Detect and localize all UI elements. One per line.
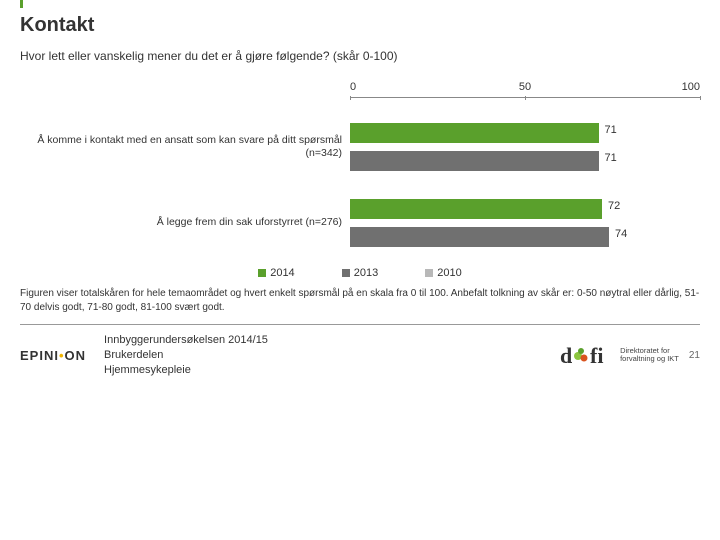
- bar-value: 74: [615, 228, 627, 240]
- bar: [350, 123, 599, 143]
- bar-row: Å komme i kontakt med en ansatt som kan …: [20, 119, 700, 147]
- bar-area: 74: [350, 226, 700, 248]
- legend-item: 2013: [342, 267, 378, 279]
- bar-value: 71: [605, 152, 617, 164]
- svg-text:fi: fi: [590, 343, 603, 368]
- axis-tick: 0: [350, 81, 356, 93]
- chart-groups: Å komme i kontakt med en ansatt som kan …: [20, 119, 700, 251]
- page-title: Kontakt: [20, 14, 700, 37]
- legend-item: 2010: [425, 267, 461, 279]
- chart: 0 50 100: [20, 81, 700, 99]
- chart-group: Å legge frem din sak uforstyrret (n=276)…: [20, 195, 700, 251]
- legend-swatch: [258, 269, 266, 277]
- bar-area: 71: [350, 150, 700, 172]
- bar-area: 71: [350, 122, 700, 144]
- accent-bar: [20, 0, 23, 8]
- bar-area: 72: [350, 198, 700, 220]
- axis-tick: 100: [682, 81, 700, 93]
- survey-info: Innbyggerundersøkelsen 2014/15 Brukerdel…: [104, 333, 268, 378]
- bar: [350, 151, 599, 171]
- svg-text:d: d: [560, 343, 572, 368]
- chart-legend: 2014 2013 2010: [20, 267, 700, 279]
- x-axis: 0 50 100: [350, 81, 700, 99]
- page-number: 21: [689, 350, 700, 361]
- page-subtitle: Hvor lett eller vanskelig mener du det e…: [20, 49, 700, 63]
- epinion-logo: EPINI•ON: [20, 348, 86, 363]
- difi-logo: d fi Direktoratet for forvaltning og IKT: [560, 341, 679, 369]
- bar-row: Å legge frem din sak uforstyrret (n=276)…: [20, 195, 700, 223]
- bar-label: Å legge frem din sak uforstyrret (n=276): [20, 216, 350, 229]
- bar-value: 71: [605, 124, 617, 136]
- footer: EPINI•ON Innbyggerundersøkelsen 2014/15 …: [20, 333, 700, 378]
- bar-value: 72: [608, 200, 620, 212]
- legend-swatch: [425, 269, 433, 277]
- chart-group: Å komme i kontakt med en ansatt som kan …: [20, 119, 700, 175]
- divider: [20, 324, 700, 325]
- legend-item: 2014: [258, 267, 294, 279]
- legend-swatch: [342, 269, 350, 277]
- bar: [350, 227, 609, 247]
- chart-caption: Figuren viser totalskåren for hele temao…: [20, 287, 700, 314]
- bar: [350, 199, 602, 219]
- axis-tick: 50: [519, 81, 531, 93]
- bar-label: Å komme i kontakt med en ansatt som kan …: [20, 134, 350, 160]
